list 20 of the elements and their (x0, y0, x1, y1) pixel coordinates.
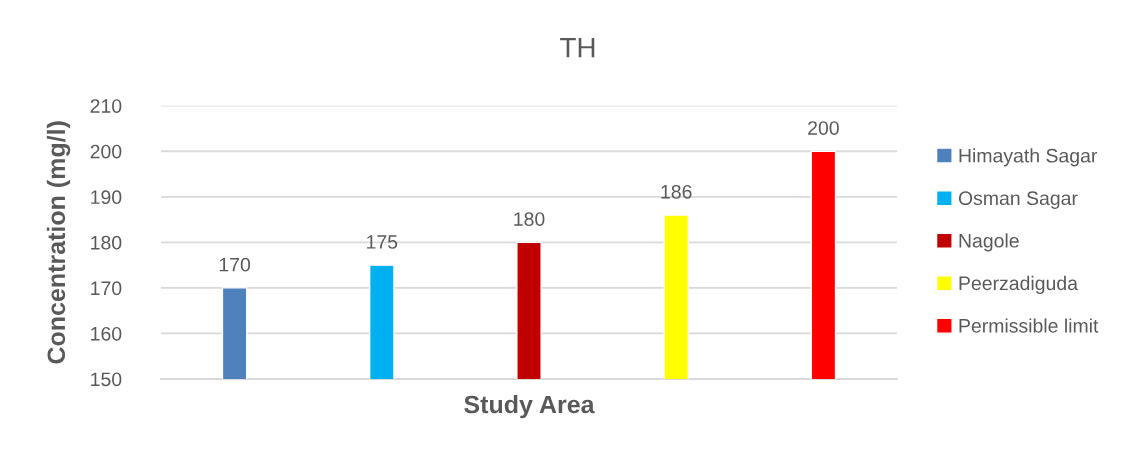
legend-label: Osman Sagar (958, 191, 1078, 209)
y-tick-label: 170 (91, 281, 122, 296)
y-tick-label: 190 (91, 190, 122, 205)
x-axis-title: Study Area (464, 394, 595, 419)
y-tick-label: 160 (91, 326, 122, 341)
y-tick-label: 180 (91, 235, 122, 250)
legend-label: Himayath Sagar (959, 148, 1098, 167)
y-tick-label: 200 (90, 144, 122, 159)
data-label: 170 (219, 257, 251, 272)
y-tick-label: 210 (90, 99, 122, 113)
legend-label: Peerzadiguda (959, 275, 1078, 294)
data-label: 200 (808, 121, 839, 135)
data-label: 175 (367, 235, 398, 249)
legend-label: Permissible limit (959, 318, 1099, 333)
data-label: 180 (514, 212, 545, 227)
legend-label: Nagole (959, 233, 1019, 252)
y-tick-label: 150 (91, 372, 122, 387)
y-axis-title: Concentration (mg/l) (46, 121, 71, 364)
data-label: 186 (661, 184, 692, 199)
chart-title: TH (560, 38, 595, 58)
